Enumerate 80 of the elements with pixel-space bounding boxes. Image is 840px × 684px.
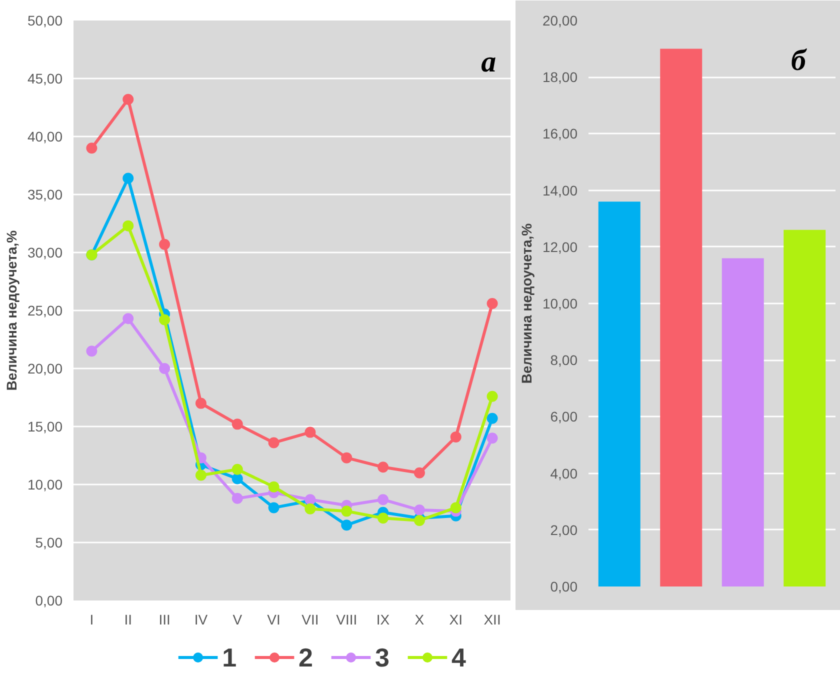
annotation: а	[481, 46, 496, 78]
point	[268, 502, 280, 514]
x-tick-label: II	[124, 612, 132, 628]
y-tick-label: 35,00	[27, 186, 63, 202]
y-tick-label: 25,00	[27, 302, 63, 318]
bar	[598, 202, 640, 586]
point	[486, 390, 498, 402]
y-tick-label: 12,00	[542, 238, 578, 255]
bar	[784, 230, 826, 586]
point	[232, 418, 243, 430]
point	[159, 314, 170, 326]
point	[122, 172, 134, 184]
x-tick-label: XI	[449, 612, 462, 628]
point	[122, 220, 134, 232]
y-tick-label: 4,00	[550, 465, 578, 482]
bar	[722, 258, 764, 586]
point	[486, 432, 498, 444]
point	[268, 437, 280, 448]
y-tick-label: 14,00	[542, 182, 578, 198]
point	[86, 346, 98, 357]
point	[450, 431, 462, 442]
y-tick-label: 20,00	[542, 12, 578, 28]
point	[450, 502, 462, 514]
point	[304, 426, 316, 438]
point	[304, 503, 316, 514]
x-tick-label: VII	[302, 612, 319, 628]
point	[232, 492, 243, 504]
y-tick-label: 45,00	[27, 70, 63, 86]
y-tick-label: 50,00	[27, 12, 63, 28]
point	[341, 506, 352, 517]
y-tick-label: 6,00	[550, 408, 578, 425]
y-axis-title: Величина недоучета,%	[3, 230, 20, 391]
bar	[660, 48, 702, 586]
x-tick-label: X	[414, 612, 425, 628]
point	[378, 462, 389, 473]
point	[159, 238, 170, 250]
point	[122, 94, 134, 105]
y-tick-label: 16,00	[542, 126, 578, 142]
point	[378, 512, 389, 524]
y-tick-label: 10,00	[542, 296, 578, 312]
point	[414, 504, 425, 516]
y-tick-label: 2,00	[550, 522, 578, 538]
y-tick-label: 10,00	[27, 476, 63, 492]
y-tick-label: 8,00	[550, 352, 578, 368]
x-tick-label: III	[158, 612, 170, 628]
point	[486, 412, 498, 424]
y-tick-label: 20,00	[27, 360, 63, 376]
x-tick-label: VI	[267, 612, 280, 628]
point	[486, 298, 498, 310]
y-tick-label: 30,00	[27, 244, 63, 260]
point	[378, 494, 389, 506]
annotation: б	[790, 44, 807, 78]
point	[341, 520, 352, 531]
x-tick-label: V	[232, 612, 243, 628]
y-tick-label: 0,00	[550, 578, 578, 594]
point	[232, 464, 243, 475]
legend-label: 1	[222, 642, 237, 672]
legend-label: 4	[452, 642, 467, 672]
x-tick-label: VIII	[336, 612, 358, 628]
point	[341, 452, 352, 464]
point	[159, 363, 170, 374]
point	[232, 473, 243, 484]
x-tick-label: XII	[484, 612, 501, 628]
y-axis-title: Величина недоучета,%	[518, 222, 534, 384]
y-tick-label: 18,00	[542, 69, 578, 86]
x-tick-label: IV	[194, 612, 208, 628]
point	[414, 467, 425, 478]
y-tick-label: 5,00	[35, 534, 63, 550]
y-tick-label: 40,00	[27, 128, 63, 144]
y-tick-label: 15,00	[27, 418, 63, 434]
legend-label: 3	[375, 642, 390, 672]
point	[195, 398, 206, 409]
x-tick-label: IX	[376, 612, 390, 628]
point	[86, 142, 98, 154]
point	[122, 313, 134, 324]
point	[268, 481, 280, 492]
point	[195, 470, 206, 481]
x-tick-label: I	[90, 612, 94, 628]
y-tick-label: 0,00	[35, 592, 63, 608]
legend-label: 2	[298, 642, 314, 672]
